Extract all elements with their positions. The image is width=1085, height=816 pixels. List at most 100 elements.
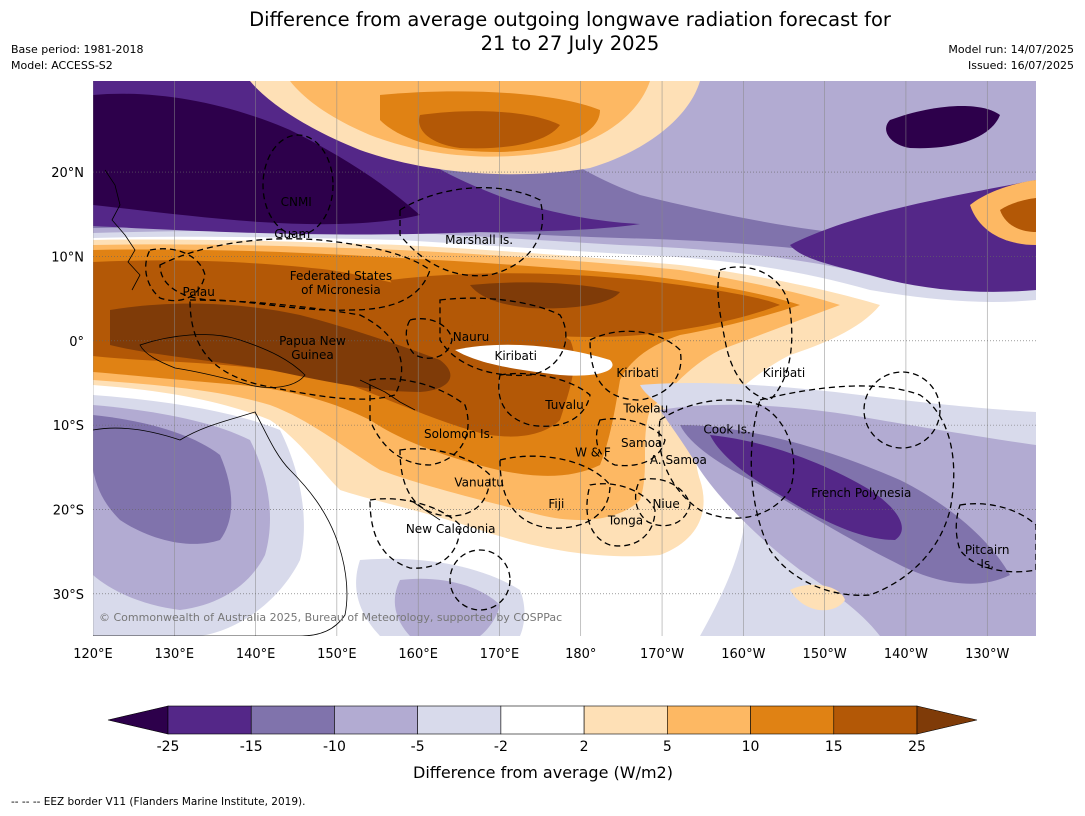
eez-png — [189, 299, 403, 400]
base-period: Base period: 1981-2018 — [11, 43, 144, 56]
latitude-label: 10°N — [51, 250, 84, 265]
eez-cnmi — [262, 134, 334, 236]
region-label: W & F — [575, 445, 611, 459]
region-label: Kiribati — [763, 366, 805, 380]
longitude-label: 170°W — [640, 647, 684, 662]
anomaly-east-orange-core — [1000, 198, 1036, 232]
colorbar-label: Difference from average (W/m2) — [413, 763, 673, 782]
eez-samoa — [595, 418, 666, 467]
region-labels: CNMI Guam Marshall Is. Federated States of M… — [183, 195, 1010, 571]
region-label-line: Is. — [980, 557, 994, 571]
latitude-label: 20°S — [53, 503, 84, 518]
colorbar-tick-label: 15 — [825, 739, 843, 755]
eez-norfolk — [449, 549, 511, 611]
region-label: Tokelau — [622, 401, 668, 415]
longitude-label: 140°W — [884, 647, 928, 662]
model-name: Model: ACCESS-S2 — [11, 59, 113, 72]
region-label: Kiribati — [494, 349, 536, 363]
model-run: Model run: 14/07/2025 — [948, 43, 1074, 56]
region-label-line: of Micronesia — [301, 283, 381, 297]
longitude-label: 180° — [565, 647, 596, 662]
region-label-line: Pitcairn — [965, 543, 1010, 557]
anomaly-n-orange-core — [419, 111, 560, 149]
colorbar-extend-low — [107, 705, 169, 735]
meta-right: Model run: 14/07/2025 Issued: 16/07/2025 — [948, 42, 1074, 74]
eez-borders — [145, 134, 1036, 611]
eez-kiribati-gilbert — [439, 297, 567, 377]
region-label-line: CNMI — [281, 195, 312, 209]
region-label: Fiji — [548, 497, 564, 511]
region-label-line: Papua New — [279, 334, 346, 348]
longitude-label: 160°E — [398, 647, 438, 662]
eez-solomons — [369, 378, 469, 466]
region-label-line: Solomon Is. — [424, 427, 494, 441]
anomaly-kiribati-gap — [455, 344, 613, 376]
colorbar-tick-label: 10 — [742, 739, 760, 755]
colorbar-segment — [250, 705, 335, 735]
eez-new-caledonia — [369, 498, 461, 569]
eez-footnote: -- -- -- EEZ border V11 (Flanders Marine… — [11, 796, 306, 808]
region-label-line: Fiji — [548, 497, 564, 511]
region-label-line: Tuvalu — [544, 398, 584, 412]
region-label: Pitcairn Is. — [965, 543, 1010, 571]
anomaly-field — [93, 81, 1036, 636]
anomaly-npac-core — [886, 105, 1000, 149]
region-label: Samoa — [621, 436, 662, 450]
eez-tonga — [586, 483, 656, 547]
colorbar-tick-label: -2 — [494, 739, 508, 755]
latitude-label: 10°S — [53, 419, 84, 434]
colorbar-segment — [500, 705, 585, 735]
region-label-line: Palau — [183, 285, 215, 299]
colorbar-tick-label: -15 — [240, 739, 263, 755]
region-label-line: Kiribati — [763, 366, 805, 380]
anomaly-eq-deepest — [110, 303, 451, 392]
eez-marshall — [399, 187, 544, 277]
region-label-line: Tonga — [607, 514, 643, 528]
colorbar-segment — [583, 705, 668, 735]
region-label: French Polynesia — [811, 486, 911, 500]
region-label: CNMI — [281, 195, 312, 209]
eez-nauru — [405, 318, 453, 359]
graticule — [93, 81, 1036, 636]
region-label-line: W & F — [575, 445, 611, 459]
colorbar-extend-high — [916, 705, 978, 735]
eez-tuvalu — [498, 372, 591, 427]
region-label-line: Federated States — [290, 269, 392, 283]
title-line-1: Difference from average outgoing longwav… — [249, 8, 891, 31]
meta-left: Base period: 1981-2018 Model: ACCESS-S2 — [11, 42, 143, 74]
anomaly-sw-dark — [93, 415, 232, 544]
region-label: New Caledonia — [406, 522, 496, 536]
region-label: Nauru — [453, 330, 489, 344]
map-title: Difference from average outgoing longwav… — [0, 8, 1085, 56]
longitude-label: 170°E — [480, 647, 520, 662]
region-label-line: A. Samoa — [650, 453, 707, 467]
region-label: A. Samoa — [650, 453, 707, 467]
region-label-line: Samoa — [621, 436, 662, 450]
longitude-label: 120°E — [73, 647, 113, 662]
region-label-line: Guinea — [291, 348, 334, 362]
region-label: Palau — [183, 285, 215, 299]
colorbar-tick-label: -25 — [157, 739, 180, 755]
latitude-label: 0° — [69, 335, 84, 350]
region-label: Papua New Guinea — [279, 334, 346, 362]
colorbar-segment — [667, 705, 751, 735]
issued-date: Issued: 16/07/2025 — [967, 59, 1074, 72]
colorbar-segment — [334, 705, 418, 735]
region-label: Cook Is. — [703, 423, 750, 437]
region-label: Kiribati — [616, 366, 658, 380]
eez-cook — [658, 399, 795, 519]
region-label-line: Kiribati — [616, 366, 658, 380]
colorbar-segment — [167, 705, 252, 735]
eez-fiji — [499, 455, 611, 529]
anomaly-se-light-patch — [790, 584, 845, 611]
region-label-line: Tokelau — [622, 401, 668, 415]
longitude-labels: 120°E 130°E 140°E 150°E 160°E 170°E 180° 170°W 1… — [73, 647, 1009, 662]
region-label-line: Nauru — [453, 330, 489, 344]
region-label-line: Kiribati — [494, 349, 536, 363]
colorbar-tick-label: -5 — [411, 739, 425, 755]
eez-kiribati-phoenix — [589, 330, 682, 401]
latitude-labels: 20°N 10°N 0° 10°S 20°S 30°S — [51, 166, 84, 603]
colorbar-segment — [833, 705, 918, 735]
region-label: Tonga — [607, 514, 643, 528]
